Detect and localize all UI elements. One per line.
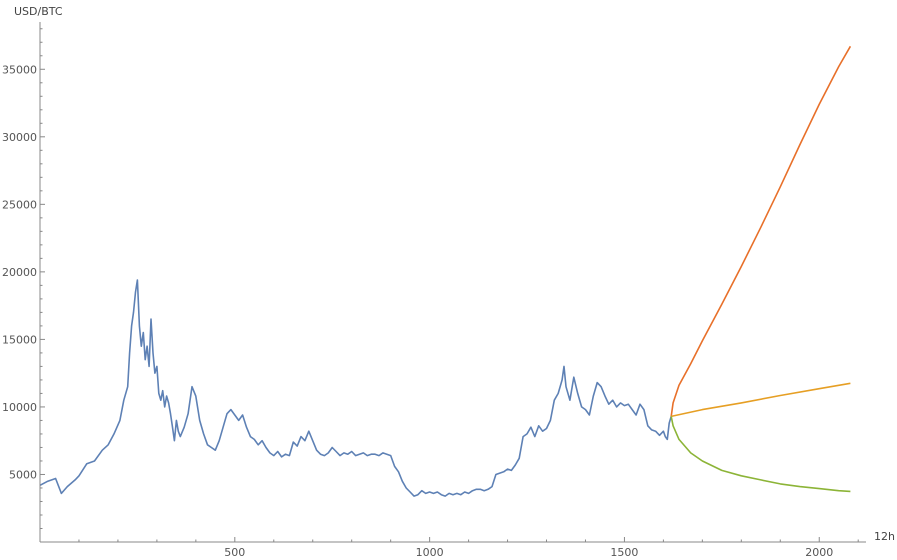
y-tick-label: 15000 (2, 333, 37, 346)
x-tick-label: 1000 (416, 546, 444, 559)
y-tick-label: 35000 (2, 63, 37, 76)
y-axis-label: USD/BTC (14, 5, 63, 18)
series-line-0 (39, 279, 672, 497)
series-line-3 (670, 416, 851, 493)
x-tick-label: 1500 (610, 546, 638, 559)
axes-layer (39, 22, 866, 543)
x-tick-label: 500 (224, 546, 245, 559)
y-tick-label: 10000 (2, 401, 37, 414)
x-tick-label: 2000 (805, 546, 833, 559)
y-tick-label: 25000 (2, 198, 37, 211)
series-line-1 (670, 45, 852, 417)
y-tick-label: 5000 (9, 468, 37, 481)
x-axis-label: 12h (874, 530, 895, 543)
series-line-2 (671, 382, 851, 418)
y-tick-label: 20000 (2, 266, 37, 279)
series-layer (39, 45, 852, 497)
ticks-layer: 500 1000 1500 2000 5000 10000 15000 20000 25000 3… (2, 28, 859, 559)
y-tick-label: 30000 (2, 131, 37, 144)
